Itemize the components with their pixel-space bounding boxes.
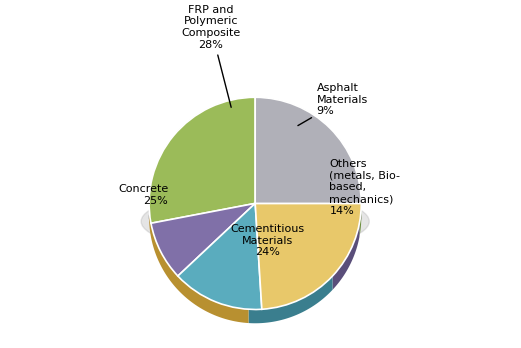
Text: Asphalt
Materials
9%: Asphalt Materials 9% xyxy=(298,83,368,126)
Wedge shape xyxy=(255,97,361,203)
Polygon shape xyxy=(332,223,359,290)
Polygon shape xyxy=(249,276,332,323)
Text: FRP and
Polymeric
Composite
28%: FRP and Polymeric Composite 28% xyxy=(181,5,240,107)
Wedge shape xyxy=(255,203,361,309)
Wedge shape xyxy=(151,203,255,276)
Text: Concrete
25%: Concrete 25% xyxy=(118,184,168,206)
Polygon shape xyxy=(149,203,249,323)
Text: Others
(metals, Bio-
based,
mechanics)
14%: Others (metals, Bio- based, mechanics) 1… xyxy=(329,159,401,216)
Text: Cementitious
Materials
24%: Cementitious Materials 24% xyxy=(231,224,305,257)
Ellipse shape xyxy=(141,192,369,251)
Wedge shape xyxy=(149,97,255,223)
Ellipse shape xyxy=(149,191,361,244)
Polygon shape xyxy=(255,97,361,237)
Wedge shape xyxy=(178,203,262,309)
Polygon shape xyxy=(149,97,255,217)
